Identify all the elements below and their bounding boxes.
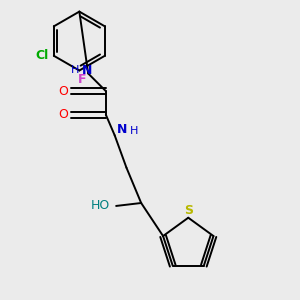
Text: H: H (71, 65, 79, 76)
Text: HO: HO (90, 200, 110, 212)
Text: Cl: Cl (35, 49, 49, 62)
Text: O: O (58, 85, 68, 98)
Text: S: S (184, 204, 193, 217)
Text: H: H (130, 126, 138, 136)
Text: N: N (82, 64, 92, 77)
Text: N: N (117, 123, 127, 136)
Text: O: O (58, 108, 68, 121)
Text: F: F (78, 73, 86, 86)
